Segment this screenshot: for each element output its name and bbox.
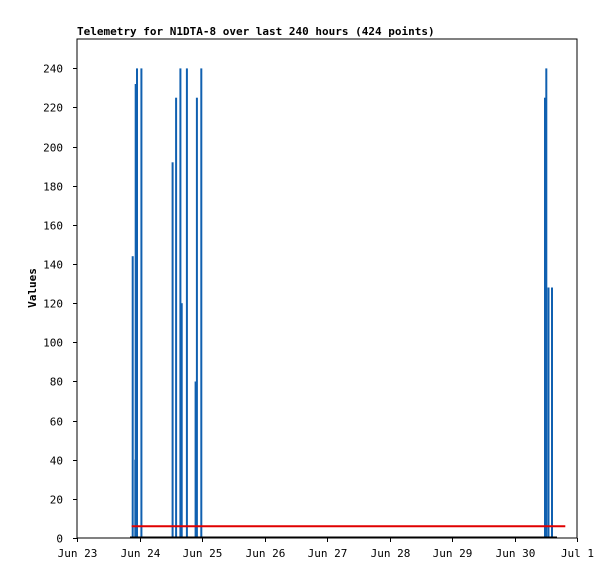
y-tick-label: 60 bbox=[50, 416, 63, 429]
y-tick-label: 240 bbox=[43, 63, 63, 76]
x-tick-label: Jun 27 bbox=[308, 547, 348, 560]
y-tick-label: 140 bbox=[43, 259, 63, 272]
bar bbox=[547, 287, 550, 538]
bar bbox=[200, 68, 203, 539]
y-tick-label: 100 bbox=[43, 337, 63, 350]
y-tick-label: 180 bbox=[43, 181, 63, 194]
bar bbox=[551, 287, 553, 538]
y-tick-label: 0 bbox=[56, 533, 63, 546]
bar bbox=[545, 68, 548, 539]
bar-series bbox=[131, 68, 553, 539]
bar bbox=[194, 381, 197, 538]
bar bbox=[175, 97, 178, 538]
bar bbox=[185, 68, 188, 539]
bar bbox=[140, 68, 143, 539]
y-tick-label: 160 bbox=[43, 220, 63, 233]
x-tick-label: Jun 30 bbox=[496, 547, 536, 560]
bar bbox=[544, 97, 546, 538]
bar bbox=[180, 303, 183, 538]
bar bbox=[179, 68, 182, 539]
y-tick-label: 200 bbox=[43, 142, 63, 155]
x-tick-label: Jun 26 bbox=[246, 547, 286, 560]
x-tick-label: Jun 25 bbox=[183, 547, 223, 560]
y-tick-label: 20 bbox=[50, 494, 63, 507]
x-tick-label: Jun 29 bbox=[433, 547, 473, 560]
chart-title: Telemetry for N1DTA-8 over last 240 hour… bbox=[77, 25, 435, 38]
y-axis-ticks: 0 20 40 60 80 100 120 140 160 180 200 220 240 bbox=[43, 63, 77, 546]
bar bbox=[134, 84, 137, 538]
y-axis-label: Values bbox=[26, 268, 39, 308]
y-tick-label: 120 bbox=[43, 298, 63, 311]
bar bbox=[171, 162, 174, 539]
line-series bbox=[130, 525, 566, 539]
x-axis-ticks: Jun 23 Jun 24 Jun 25 Jun 26 Jun 27 Jun 28 Jun … bbox=[58, 538, 594, 560]
bar bbox=[131, 256, 134, 538]
y-tick-label: 220 bbox=[43, 102, 63, 115]
bar bbox=[136, 68, 138, 539]
x-tick-label: Jun 28 bbox=[371, 547, 411, 560]
x-tick-label: Jul 1 bbox=[561, 547, 594, 560]
x-tick-label: Jun 24 bbox=[121, 547, 161, 560]
plot-frame bbox=[76, 38, 578, 539]
y-tick-label: 80 bbox=[50, 376, 63, 389]
bar bbox=[195, 97, 198, 538]
x-tick-label: Jun 23 bbox=[58, 547, 98, 560]
y-tick-label: 40 bbox=[50, 455, 63, 468]
